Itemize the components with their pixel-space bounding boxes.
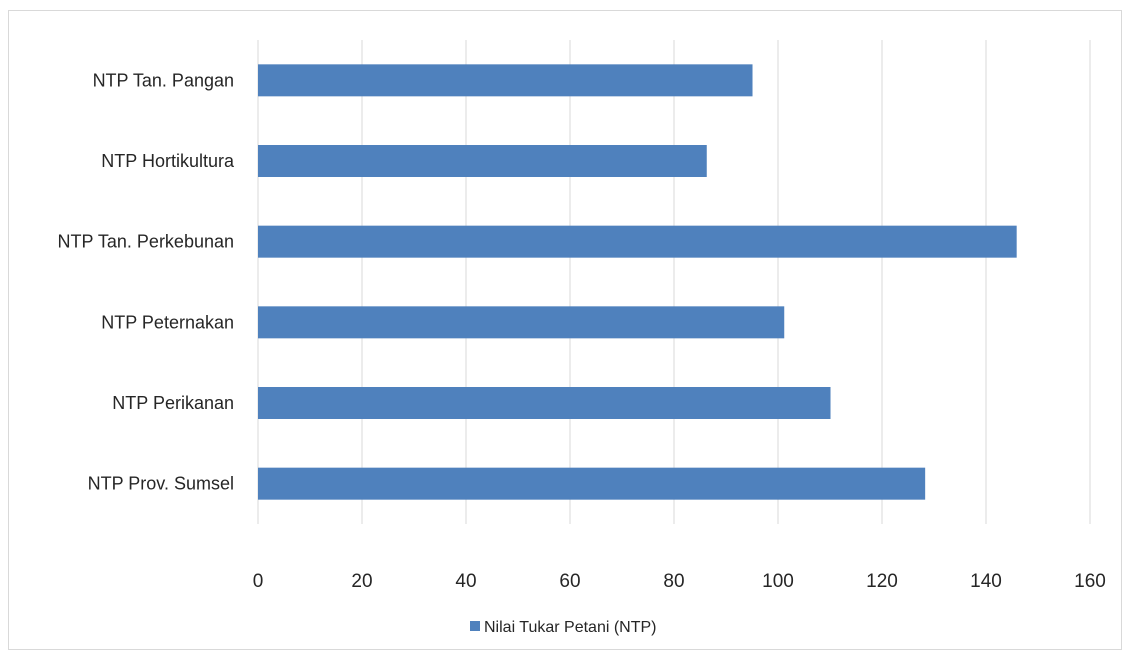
x-tick-label: 20 xyxy=(351,571,372,592)
bar xyxy=(258,306,785,339)
category-label: NTP Prov. Sumsel xyxy=(88,474,234,494)
gridlines xyxy=(257,40,1091,524)
x-tick-label: 160 xyxy=(1074,571,1106,592)
x-tick-label: 80 xyxy=(663,571,684,592)
category-label: NTP Tan. Pangan xyxy=(93,70,234,90)
bar xyxy=(258,64,753,97)
x-tick-label: 140 xyxy=(970,571,1002,592)
category-label: NTP Tan. Perkebunan xyxy=(58,232,234,252)
category-label: NTP Perikanan xyxy=(112,393,234,413)
legend-swatch xyxy=(470,621,480,631)
bar xyxy=(258,145,707,177)
category-label: NTP Hortikultura xyxy=(101,151,235,171)
x-tick-label: 120 xyxy=(866,571,898,592)
bar-series xyxy=(258,64,1017,500)
x-tick-label: 60 xyxy=(559,571,580,592)
x-tick-label: 40 xyxy=(455,571,476,592)
legend-label: Nilai Tukar Petani (NTP) xyxy=(484,619,657,636)
bar xyxy=(258,387,831,419)
bar xyxy=(258,467,926,500)
category-label: NTP Peternakan xyxy=(101,312,234,332)
legend: Nilai Tukar Petani (NTP) xyxy=(470,619,657,636)
x-axis-tick-labels: 0 20 40 60 80 100 120 140 160 xyxy=(253,571,1106,592)
category-labels: NTP Tan. Pangan NTP Hortikultura NTP Tan. … xyxy=(58,70,235,493)
bar xyxy=(258,225,1017,258)
x-tick-label: 0 xyxy=(253,571,264,592)
x-tick-label: 100 xyxy=(762,571,794,592)
